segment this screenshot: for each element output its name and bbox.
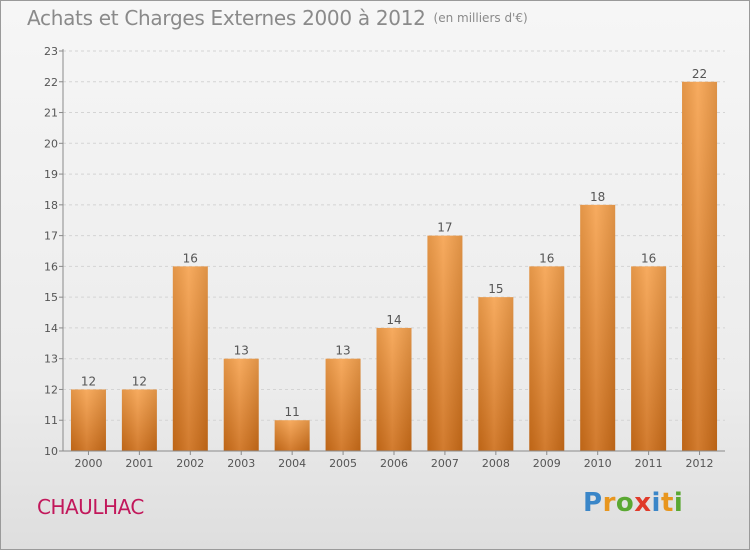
chart-title: Achats et Charges Externes 2000 à 2012: [27, 6, 426, 30]
y-tick-label: 16: [44, 260, 58, 273]
y-tick-label: 14: [44, 322, 58, 335]
x-tick-label: 2004: [278, 457, 306, 470]
bar-shine: [223, 358, 259, 451]
x-tick-label: 2003: [227, 457, 255, 470]
y-tick-label: 11: [44, 414, 58, 427]
bar-shine: [274, 420, 310, 451]
bar-value-label: 16: [183, 251, 198, 265]
logo-letter: i: [673, 488, 684, 518]
bar-shine: [325, 358, 361, 451]
bar-shine: [376, 327, 412, 451]
y-tick-label: 10: [44, 445, 58, 458]
logo-letter: r: [602, 488, 616, 518]
bar-shine: [682, 81, 718, 452]
bar-value-label: 13: [335, 344, 350, 358]
bar-shine: [580, 204, 616, 451]
y-tick-label: 19: [44, 168, 58, 181]
x-tick-label: 2012: [686, 457, 714, 470]
bar-shine: [121, 389, 157, 451]
chart-title-block: Achats et Charges Externes 2000 à 2012 (e…: [27, 6, 528, 30]
proxiti-logo: Proxiti: [583, 488, 683, 518]
logo-letter: x: [634, 488, 652, 518]
bar-value-label: 14: [386, 313, 401, 327]
bar-value-label: 22: [692, 67, 707, 81]
chart-unit-label: (en milliers d'€): [433, 11, 528, 25]
x-tick-label: 2008: [482, 457, 510, 470]
bar-value-label: 13: [234, 344, 249, 358]
bar-shine: [478, 297, 514, 451]
y-tick-label: 22: [44, 76, 58, 89]
y-tick-label: 12: [44, 383, 58, 396]
x-tick-label: 2007: [431, 457, 459, 470]
y-tick-label: 23: [44, 45, 58, 58]
bar-shine: [631, 266, 667, 451]
bars: [70, 81, 718, 452]
y-tick-label: 13: [44, 353, 58, 366]
bar-value-label: 11: [285, 405, 300, 419]
logo-letter: o: [615, 488, 635, 518]
y-tick-label: 15: [44, 291, 58, 304]
x-tick-label: 2006: [380, 457, 408, 470]
bar-shine: [529, 266, 565, 451]
y-tick-label: 17: [44, 230, 58, 243]
bar-value-label: 12: [132, 374, 147, 388]
bar-value-label: 16: [539, 251, 554, 265]
y-tick-label: 18: [44, 199, 58, 212]
bar-value-label: 15: [488, 282, 503, 296]
y-tick-label: 20: [44, 137, 58, 150]
y-tick-label: 21: [44, 107, 58, 120]
x-tick-label: 2011: [635, 457, 663, 470]
bar-value-label: 17: [437, 221, 452, 235]
commune-name: CHAULHAC: [37, 495, 144, 519]
x-tick-label: 2010: [584, 457, 612, 470]
bar-value-label: 18: [590, 190, 605, 204]
x-tick-label: 2001: [125, 457, 153, 470]
bar-value-label: 12: [81, 374, 96, 388]
labels: 12 2000 12 2001 16 2002 13 2003 11 2004 13 2005 14 20…: [74, 67, 713, 470]
logo-letter: t: [660, 488, 674, 518]
bar-shine: [427, 235, 463, 451]
logo-letter: P: [583, 488, 603, 518]
x-tick-label: 2000: [74, 457, 102, 470]
bar-value-label: 16: [641, 251, 656, 265]
x-tick-label: 2002: [176, 457, 204, 470]
x-tick-label: 2009: [533, 457, 561, 470]
x-tick-label: 2005: [329, 457, 357, 470]
logo-letter: i: [651, 488, 661, 518]
bar-shine: [172, 266, 208, 451]
axes: 10 11 12 13 14 15 16 17 18 19 20 21 22 23: [44, 45, 725, 458]
bar-shine: [70, 389, 106, 451]
